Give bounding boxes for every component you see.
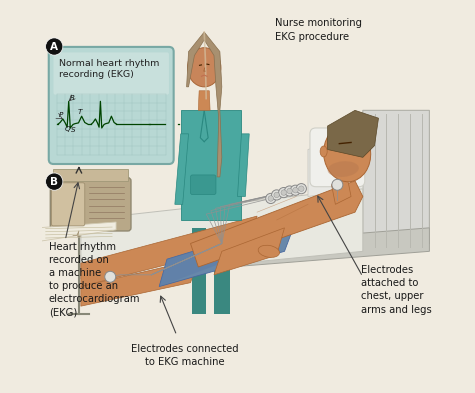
Ellipse shape bbox=[328, 161, 359, 177]
FancyBboxPatch shape bbox=[51, 183, 85, 226]
Circle shape bbox=[266, 193, 276, 204]
Circle shape bbox=[285, 186, 294, 196]
Polygon shape bbox=[214, 228, 285, 275]
Circle shape bbox=[293, 187, 298, 193]
Polygon shape bbox=[190, 181, 363, 267]
Polygon shape bbox=[308, 134, 363, 196]
Ellipse shape bbox=[323, 125, 370, 182]
Circle shape bbox=[299, 186, 304, 191]
Text: P: P bbox=[58, 112, 63, 118]
FancyBboxPatch shape bbox=[50, 178, 131, 231]
FancyBboxPatch shape bbox=[190, 175, 216, 195]
Ellipse shape bbox=[258, 245, 279, 257]
Text: Electrodes connected
to EKG machine: Electrodes connected to EKG machine bbox=[131, 343, 238, 367]
Polygon shape bbox=[81, 216, 257, 286]
Ellipse shape bbox=[188, 48, 221, 87]
Polygon shape bbox=[192, 228, 206, 314]
Polygon shape bbox=[81, 259, 199, 306]
Polygon shape bbox=[332, 177, 351, 204]
Polygon shape bbox=[81, 228, 429, 279]
Polygon shape bbox=[214, 228, 230, 314]
Text: Normal heart rhythm
recording (EKG): Normal heart rhythm recording (EKG) bbox=[59, 59, 160, 79]
FancyBboxPatch shape bbox=[310, 128, 365, 187]
Circle shape bbox=[268, 196, 274, 201]
Circle shape bbox=[332, 179, 343, 190]
Text: B: B bbox=[50, 176, 58, 187]
Circle shape bbox=[272, 190, 282, 200]
Text: Q: Q bbox=[65, 126, 71, 132]
Polygon shape bbox=[187, 32, 222, 177]
Polygon shape bbox=[199, 91, 210, 110]
Ellipse shape bbox=[320, 146, 327, 157]
Circle shape bbox=[274, 192, 279, 198]
Polygon shape bbox=[38, 222, 116, 242]
Polygon shape bbox=[175, 134, 189, 204]
FancyBboxPatch shape bbox=[54, 52, 169, 95]
Polygon shape bbox=[81, 189, 363, 279]
Circle shape bbox=[46, 173, 63, 190]
Polygon shape bbox=[180, 110, 241, 220]
Circle shape bbox=[296, 184, 306, 194]
Polygon shape bbox=[159, 240, 230, 286]
Text: S: S bbox=[71, 127, 76, 133]
Text: A: A bbox=[50, 42, 58, 51]
Circle shape bbox=[46, 38, 63, 55]
Circle shape bbox=[105, 271, 116, 282]
Text: T: T bbox=[77, 109, 82, 115]
Polygon shape bbox=[328, 110, 379, 157]
Text: Electrodes
attached to
chest, upper
arms and legs: Electrodes attached to chest, upper arms… bbox=[361, 265, 432, 315]
Circle shape bbox=[279, 187, 289, 198]
Circle shape bbox=[287, 188, 292, 194]
Text: R: R bbox=[70, 95, 75, 101]
Text: Nurse monitoring
EKG procedure: Nurse monitoring EKG procedure bbox=[275, 18, 361, 42]
Text: Heart rhythm
recorded on
a machine
to produce an
electrocardiogram
(EKG): Heart rhythm recorded on a machine to pr… bbox=[49, 242, 140, 318]
Circle shape bbox=[281, 190, 286, 195]
Circle shape bbox=[290, 185, 301, 195]
Polygon shape bbox=[238, 134, 249, 196]
FancyBboxPatch shape bbox=[49, 47, 174, 164]
Polygon shape bbox=[54, 169, 128, 181]
Polygon shape bbox=[159, 220, 296, 286]
Polygon shape bbox=[363, 110, 429, 252]
